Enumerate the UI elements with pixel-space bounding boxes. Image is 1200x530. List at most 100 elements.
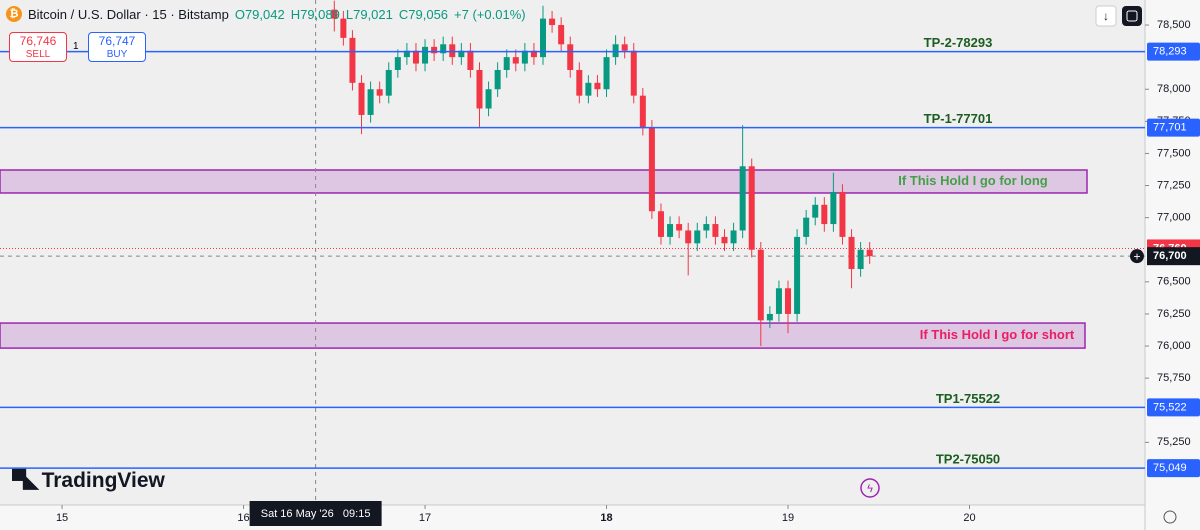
candle-body xyxy=(667,224,674,237)
level-value: 78,293 xyxy=(1153,46,1187,58)
ohlc-low: L79,021 xyxy=(345,6,393,22)
buy-button[interactable]: 76,747 BUY xyxy=(88,32,146,62)
y-tick-label: 78,000 xyxy=(1157,83,1191,95)
flash-glyph: ϟ xyxy=(867,483,873,495)
last-price-box xyxy=(1147,247,1200,266)
candle-body xyxy=(440,44,447,54)
candle-body xyxy=(476,69,483,109)
candle-body xyxy=(621,44,628,51)
candle-body xyxy=(821,204,828,225)
flash-icon[interactable] xyxy=(860,478,880,498)
candle-body xyxy=(794,236,801,314)
candle-body xyxy=(585,82,592,96)
candle-body xyxy=(331,9,338,19)
zone-label: If This Hold I go for short xyxy=(920,327,1075,342)
candle-body xyxy=(530,50,537,58)
zone xyxy=(0,169,1088,194)
plus: + xyxy=(1133,249,1140,263)
fullscreen-button[interactable] xyxy=(1122,6,1142,26)
candle-body xyxy=(540,18,547,58)
candle-body xyxy=(721,236,728,244)
btc-icon: ₿ xyxy=(6,6,22,22)
candle-body xyxy=(367,89,374,115)
level-label: TP2-75050 xyxy=(936,452,1000,467)
symbol-title: Bitcoin / U.S. Dollar · 15 · Bitstamp xyxy=(28,6,229,22)
candle-body xyxy=(648,127,655,212)
candle-body xyxy=(748,166,755,250)
candle-body xyxy=(394,57,401,70)
candle-body xyxy=(785,288,792,314)
candle-body xyxy=(766,313,773,321)
candle-body xyxy=(630,50,637,96)
candle-body xyxy=(857,249,864,269)
sell-button[interactable]: 76,746 SELL xyxy=(9,32,67,62)
brand-logo: ▀◣ xyxy=(12,470,39,492)
candle-body xyxy=(848,236,855,269)
x-tick-label: 15 xyxy=(56,512,68,524)
brand-name: TradingView xyxy=(41,468,165,492)
x-tick-label: 18 xyxy=(600,512,612,524)
plot-bg xyxy=(0,0,1145,505)
level-value: 75,049 xyxy=(1153,462,1187,474)
candle-body xyxy=(612,44,619,58)
ohlc-high: H79,089 xyxy=(290,6,340,22)
crosshair-add xyxy=(1130,249,1144,264)
last-price-label: 76,700 xyxy=(1153,250,1187,262)
ohlc-close: C79,056 xyxy=(398,6,449,22)
x-tick-label: 20 xyxy=(963,512,975,524)
candle-body xyxy=(603,57,610,90)
crosshair-time-box xyxy=(249,501,382,526)
level-value: 77,701 xyxy=(1153,122,1187,134)
candle-body xyxy=(512,57,519,64)
candle-body xyxy=(494,69,501,90)
buy-label: BUY xyxy=(106,49,128,60)
candle-body xyxy=(431,46,438,54)
y-tick-label: 76,250 xyxy=(1157,308,1191,320)
crosshair-time: Sat 16 May '26 09:15 xyxy=(261,508,371,520)
candle-body xyxy=(358,82,365,115)
candle-body xyxy=(412,50,419,64)
y-tick-label: 75,750 xyxy=(1157,372,1191,384)
candle-body xyxy=(730,230,737,244)
level-box xyxy=(1147,42,1200,61)
settings-icon[interactable] xyxy=(1163,510,1177,524)
level-box xyxy=(1147,459,1200,478)
candle-body xyxy=(712,224,719,237)
sell-price: 76,746 xyxy=(19,34,57,48)
level-label: TP1-75522 xyxy=(936,391,1000,406)
y-tick-label: 77,000 xyxy=(1157,212,1191,224)
sell-label: SELL xyxy=(25,49,51,60)
candle-body xyxy=(340,18,347,38)
x-tick-label: 19 xyxy=(782,512,794,524)
candle-body xyxy=(775,288,782,314)
zone-label: If This Hold I go for long xyxy=(898,173,1048,188)
fullscreen-icon xyxy=(1126,10,1138,22)
candle-body xyxy=(503,57,510,70)
candle-body xyxy=(830,191,837,225)
candle-body xyxy=(812,204,819,218)
candle-body xyxy=(485,89,492,109)
candle-body xyxy=(385,69,392,96)
spread: 1 xyxy=(73,41,79,52)
symbol-header: ₿ Bitcoin / U.S. Dollar · 15 · Bitstamp … xyxy=(6,6,526,22)
y-tick-label: 76,500 xyxy=(1157,276,1191,288)
level-value: 75,522 xyxy=(1153,401,1187,413)
level-box xyxy=(1147,118,1200,137)
level-box xyxy=(1147,398,1200,417)
candle-body xyxy=(467,50,474,70)
level-label: TP-1-77701 xyxy=(924,111,993,126)
level-label: TP-2-78293 xyxy=(924,35,993,50)
y-tick-label: 75,250 xyxy=(1157,436,1191,448)
candle-body xyxy=(657,211,664,237)
y-tick-label: 77,250 xyxy=(1157,179,1191,191)
y-tick-label: 77,500 xyxy=(1157,147,1191,159)
candle-body xyxy=(803,217,810,237)
scroll-button[interactable] xyxy=(1095,5,1117,27)
candle-body xyxy=(839,191,846,237)
candle-body xyxy=(639,95,646,128)
y-tick-label: 78,500 xyxy=(1157,19,1191,31)
candle-body xyxy=(558,25,565,45)
candle-body xyxy=(422,46,429,64)
candle-body xyxy=(576,69,583,96)
x-tick-label: 17 xyxy=(419,512,431,524)
